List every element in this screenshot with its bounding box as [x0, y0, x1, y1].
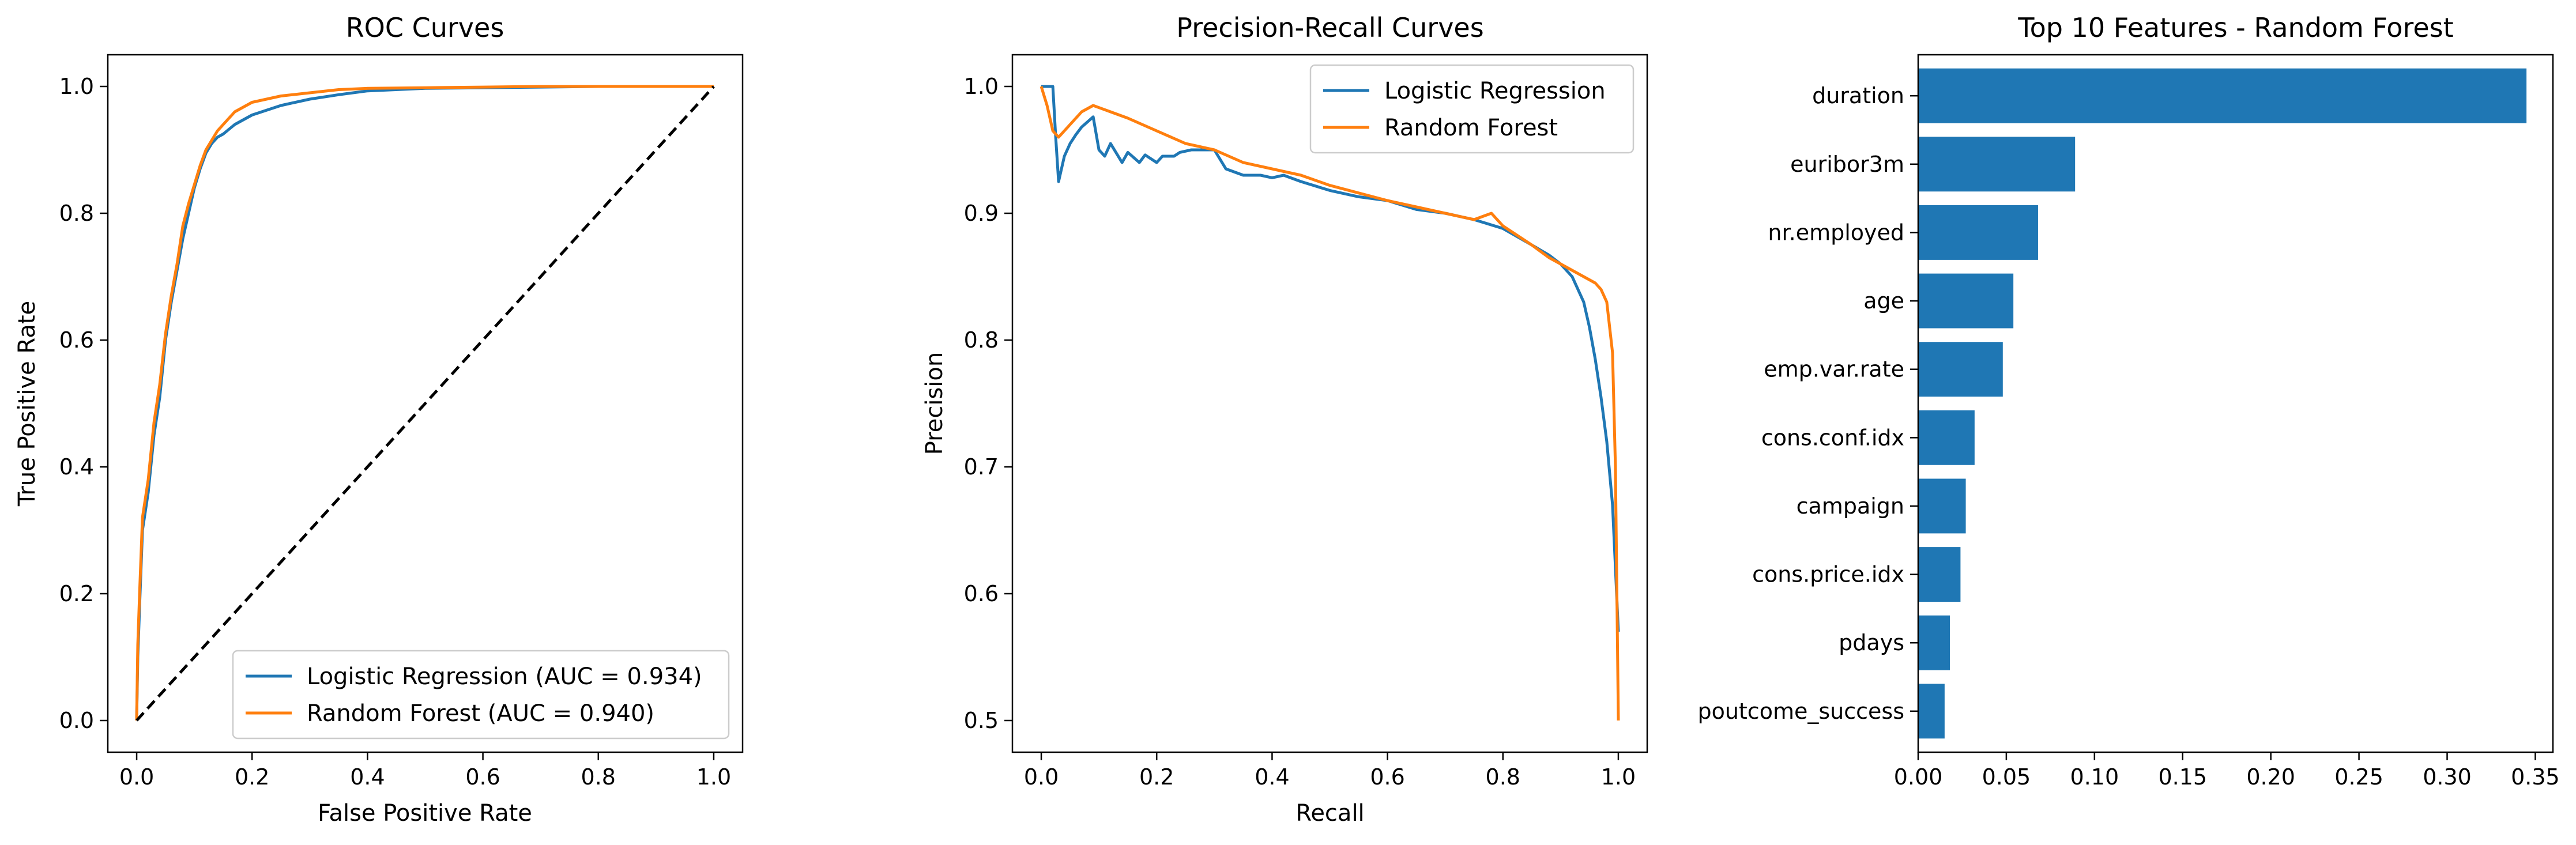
roc-ytick-label: 0.6: [59, 327, 94, 353]
pr-xtick-label: 0.6: [1370, 764, 1404, 790]
pr-legend-box: [1309, 64, 1635, 154]
pr-xtick-label: 1.0: [1601, 764, 1636, 790]
fi-category-label: nr.employed: [1768, 220, 1904, 245]
roc-ytick-label: 0.4: [59, 454, 94, 480]
pr-ytick-label: 0.8: [964, 327, 999, 353]
roc-xtick-label: 0.0: [119, 764, 154, 790]
pr-xtick-label: 0.0: [1024, 764, 1059, 790]
fi-bar: [1918, 478, 1966, 534]
roc-xtick-label: 0.2: [235, 764, 269, 790]
feature-importance-chart: Top 10 Features - Random Forest duration…: [1697, 12, 2559, 790]
roc-chart: ROC Curves False Positive Rate True Posi…: [14, 12, 744, 827]
fi-bar: [1918, 342, 2003, 397]
fi-xtick-label: 0.25: [2334, 764, 2383, 790]
roc-series-line-1: [135, 85, 714, 721]
roc-title: ROC Curves: [346, 12, 504, 43]
roc-xtick-label: 0.4: [350, 764, 385, 790]
pr-ylabel: Precision: [921, 352, 948, 455]
pr-chart: Precision-Recall Curves Recall Precision…: [921, 12, 1648, 827]
pr-ytick-label: 0.9: [964, 201, 999, 226]
roc-ytick-label: 1.0: [59, 74, 94, 99]
fi-xtick-label: 0.00: [1894, 764, 1943, 790]
fi-category-label: duration: [1812, 83, 1904, 108]
pr-ytick-label: 0.5: [964, 708, 999, 733]
roc-series-line-2: [135, 85, 715, 722]
fi-xtick-label: 0.35: [2511, 764, 2560, 790]
roc-ylabel: True Positive Rate: [14, 301, 40, 507]
fi-xtick-label: 0.30: [2423, 764, 2472, 790]
roc-plot-frame: [107, 54, 744, 753]
pr-series-line-0: [1041, 85, 1620, 632]
pr-ytick-label: 1.0: [964, 74, 999, 99]
pr-legend-label: Random Forest: [1384, 115, 1558, 141]
pr-legend-label: Logistic Regression: [1384, 78, 1606, 104]
fi-bar: [1918, 547, 1961, 602]
roc-xtick-label: 1.0: [696, 764, 731, 790]
fi-bar: [1918, 273, 2014, 329]
roc-legend-box: [232, 650, 730, 740]
fi-category-label: cons.price.idx: [1752, 562, 1904, 587]
pr-title: Precision-Recall Curves: [1176, 12, 1483, 43]
fi-bar: [1918, 205, 2038, 260]
pr-legend: Logistic Regression Random Forest: [1309, 64, 1635, 154]
fi-bar: [1918, 137, 2076, 192]
fi-category-label: euribor3m: [1790, 152, 1904, 177]
roc-xlabel: False Positive Rate: [318, 800, 532, 827]
fi-xtick-label: 0.10: [2070, 764, 2119, 790]
pr-xlabel: Recall: [1295, 800, 1364, 827]
roc-legend-label: Logistic Regression (AUC = 0.934): [307, 663, 702, 690]
fi-plot-frame: [1917, 54, 2554, 753]
roc-xtick-label: 0.8: [581, 764, 616, 790]
roc-ytick-label: 0.8: [59, 201, 94, 226]
fi-category-label: poutcome_success: [1697, 699, 1904, 724]
fi-category-label: campaign: [1797, 493, 1904, 519]
pr-xtick-label: 0.8: [1486, 764, 1520, 790]
fi-category-label: age: [1863, 288, 1904, 314]
fi-category-label: emp.var.rate: [1764, 357, 1904, 382]
fi-bar: [1918, 68, 2527, 123]
pr-plot-frame: [1011, 54, 1648, 753]
pr-series-line-1: [1040, 86, 1620, 721]
roc-ytick-label: 0.2: [59, 581, 94, 606]
fi-xtick-label: 0.20: [2246, 764, 2295, 790]
pr-ytick-label: 0.6: [964, 581, 999, 606]
roc-xtick-label: 0.6: [465, 764, 500, 790]
fi-category-label: pdays: [1839, 630, 1904, 655]
fi-category-label: cons.conf.idx: [1761, 425, 1904, 450]
fi-xtick-label: 0.15: [2158, 764, 2207, 790]
fi-xtick-label: 0.05: [1982, 764, 2031, 790]
fi-bar: [1918, 615, 1950, 670]
roc-legend-label: Random Forest (AUC = 0.940): [307, 700, 654, 727]
roc-legend: Logistic Regression (AUC = 0.934) Random …: [232, 650, 730, 740]
fi-bar: [1918, 684, 1945, 739]
roc-ytick-label: 0.0: [59, 708, 94, 733]
fi-title: Top 10 Features - Random Forest: [2017, 12, 2453, 43]
pr-xtick-label: 0.2: [1139, 764, 1174, 790]
pr-xtick-label: 0.4: [1255, 764, 1289, 790]
fi-bar: [1918, 410, 1975, 465]
pr-ytick-label: 0.7: [964, 454, 999, 480]
